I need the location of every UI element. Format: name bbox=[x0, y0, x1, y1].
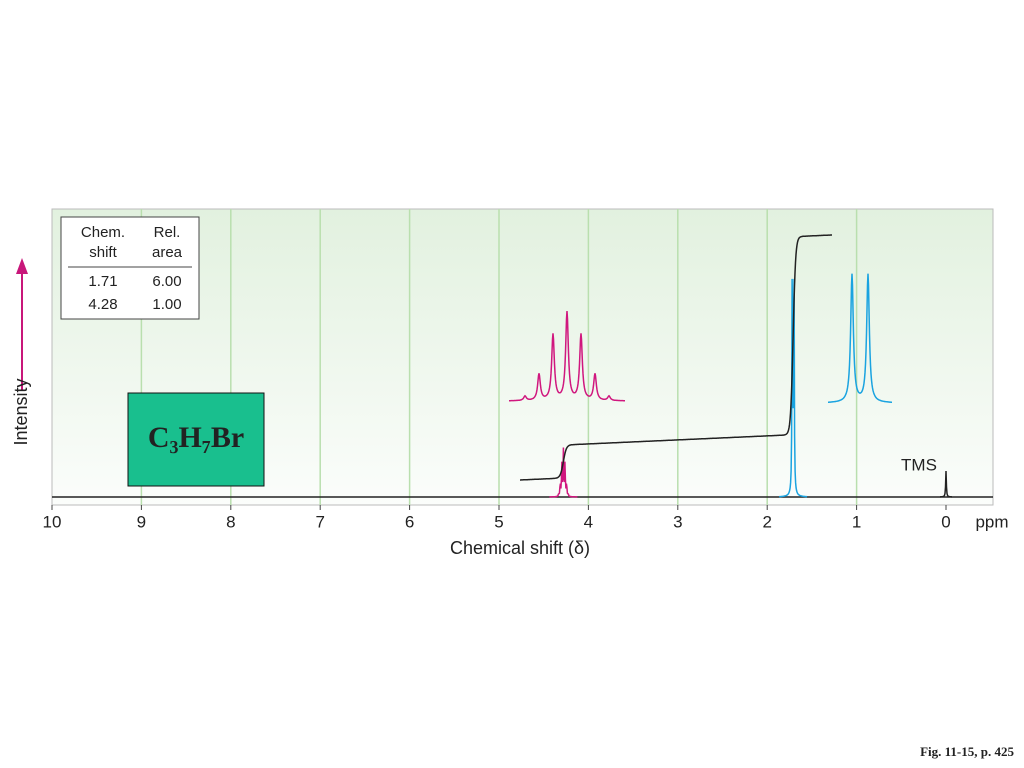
peak bbox=[549, 447, 578, 498]
x-tick-label: 4 bbox=[584, 512, 593, 531]
formula-box bbox=[127, 392, 265, 487]
x-tick-label: 0 bbox=[941, 512, 950, 531]
caption: Fig. 11-15, p. 425 bbox=[920, 744, 1014, 759]
area-table bbox=[60, 216, 200, 320]
peak bbox=[778, 278, 808, 498]
peak-inset bbox=[509, 311, 625, 402]
x-tick-label: 6 bbox=[405, 512, 414, 531]
x-tick-label: 8 bbox=[226, 512, 235, 531]
x-tick-label: 10 bbox=[43, 512, 62, 531]
table-header: Chem. bbox=[81, 224, 125, 241]
x-tick-label: 3 bbox=[673, 512, 682, 531]
table-header: Rel. bbox=[154, 224, 181, 241]
reference-label: TMS bbox=[901, 455, 937, 474]
arrow-head bbox=[16, 258, 28, 274]
x-tick-label: 5 bbox=[494, 512, 503, 531]
table-header: shift bbox=[89, 244, 117, 261]
table-cell: 6.00 bbox=[152, 273, 181, 290]
x-unit: ppm bbox=[975, 512, 1008, 531]
x-axis-label: Chemical shift (δ) bbox=[450, 538, 590, 558]
formula: C₃H₇Br bbox=[148, 421, 244, 454]
x-tick-label: 2 bbox=[762, 512, 771, 531]
integral bbox=[520, 234, 832, 481]
y-axis-label: Intensity bbox=[11, 378, 31, 445]
x-tick-label: 7 bbox=[315, 512, 324, 531]
table-cell: 1.00 bbox=[152, 296, 181, 313]
peak-inset bbox=[828, 273, 892, 403]
table-cell: 1.71 bbox=[88, 273, 117, 290]
reference-peak bbox=[940, 470, 952, 498]
table-cell: 4.28 bbox=[88, 296, 117, 313]
x-tick-label: 9 bbox=[137, 512, 146, 531]
x-tick-label: 1 bbox=[852, 512, 861, 531]
table-header: area bbox=[152, 244, 183, 261]
